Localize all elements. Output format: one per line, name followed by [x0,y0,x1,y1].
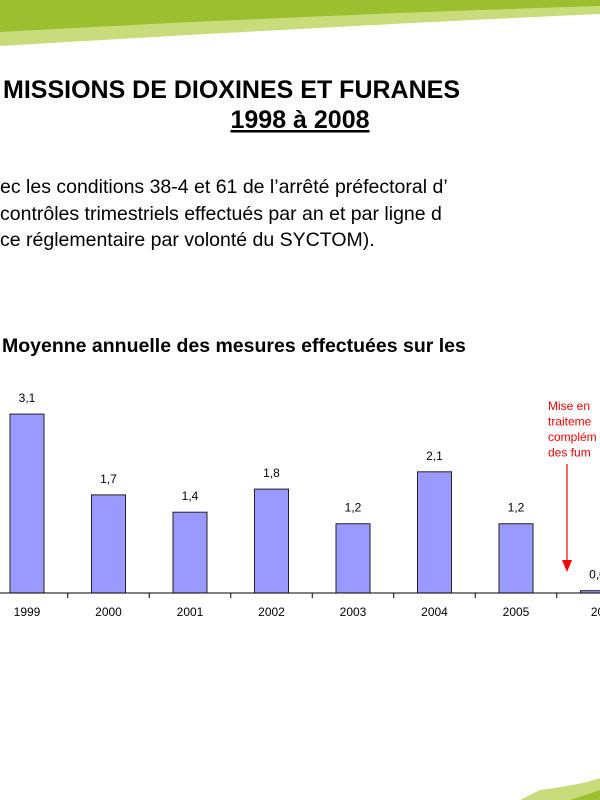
bottom-swoosh [520,778,600,800]
x-tick-label: 2002 [258,605,285,619]
x-tick-label: 20 [591,605,600,619]
paragraph-line: ce réglementaire par volonté du SYCTOM). [0,229,375,251]
bottom-swoosh-dark [570,790,600,800]
annotation: Mise en [548,399,590,413]
bar [91,494,126,594]
x-tick-label: 2004 [421,605,448,619]
bar [498,523,534,594]
x-tick-label: 2001 [177,605,204,619]
bar [417,471,452,594]
annotation: complém [548,430,597,444]
bar [335,523,371,594]
value-label: 1,2 [345,501,362,515]
x-tick-label: 2000 [95,605,122,619]
bar [172,511,208,594]
value-label: 0,0 [589,568,600,582]
bar [254,488,289,594]
chart-title: Moyenne annuelle des mesures effectuées … [2,335,466,357]
annotation-arrowhead [562,560,572,572]
top-swoosh-dark [0,0,600,32]
value-label: 1,4 [182,489,199,503]
paragraph-line: contrôles trimestriels effectués par an … [0,203,442,225]
value-label: 1,2 [508,501,525,515]
value-label: 1,7 [100,472,117,486]
bar [9,413,45,594]
annotation: traiteme [548,415,592,429]
x-tick-label: 2003 [340,605,367,619]
value-label: 1,8 [263,466,280,480]
x-tick-label: 1999 [14,605,41,619]
value-label: 2,1 [426,449,443,463]
annotation: des fum [548,446,591,460]
x-tick-label: 2005 [503,605,530,619]
paragraph-line: ec les conditions 38-4 et 61 de l’arrêté… [0,176,448,198]
value-label: 3,1 [19,391,36,405]
title-line: MISSIONS DE DIOXINES ET FURANES [3,76,460,104]
title-line: 1998 à 2008 [230,106,369,134]
